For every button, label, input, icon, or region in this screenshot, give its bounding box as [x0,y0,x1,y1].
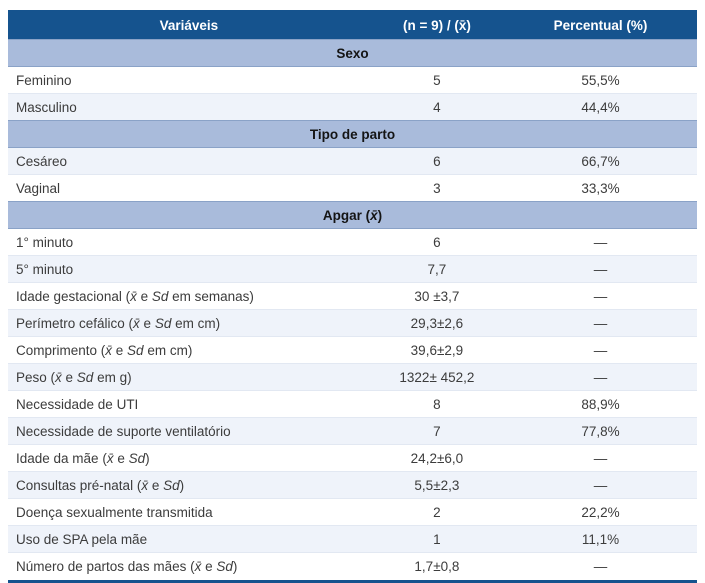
row-value: 39,6±2,9 [369,336,505,364]
row-value: 7 [369,417,505,445]
row-label: Uso de SPA pela mãe [8,525,370,553]
row-percent: — [504,552,697,579]
table-row: Necessidade de UTI 8 88,9% [8,390,697,418]
row-percent: 33,3% [504,174,697,202]
row-value: 29,3±2,6 [369,309,505,337]
row-value: 8 [369,390,505,418]
row-label: 5° minuto [8,255,370,283]
row-label: Feminino [8,66,370,94]
row-label: Peso (x̄ e Sd em g) [8,363,370,391]
table-row: Vaginal 3 33,3% [8,174,697,202]
row-percent: 11,1% [504,525,697,553]
table-row: Número de partos das mães (x̄ e Sd) 1,7±0… [8,552,697,579]
row-value: 24,2±6,0 [369,444,505,472]
section-row: Tipo de parto [8,120,697,148]
results-table: Variáveis (n = 9) / (x̄) Percentual (%) … [8,10,697,579]
row-label: Masculino [8,93,370,121]
row-label: 1° minuto [8,228,370,256]
row-value: 6 [369,228,505,256]
row-percent: 55,5% [504,66,697,94]
table-row: Perímetro cefálico (x̄ e Sd em cm) 29,3±2… [8,309,697,337]
row-percent: — [504,444,697,472]
row-value: 2 [369,498,505,526]
table-row: Doença sexualmente transmitida 2 22,2% [8,498,697,526]
row-percent: 66,7% [504,147,697,175]
table-row: Uso de SPA pela mãe 1 11,1% [8,525,697,553]
table-row: Comprimento (x̄ e Sd em cm) 39,6±2,9— [8,336,697,364]
row-value: 4 [369,93,505,121]
row-percent: 44,4% [504,93,697,121]
row-value: 3 [369,174,505,202]
row-percent: — [504,282,697,310]
row-label: Necessidade de UTI [8,390,370,418]
table-row: Peso (x̄ e Sd em g) 1322± 452,2— [8,363,697,391]
section-row: Sexo [8,39,697,67]
column-header-percentual: Percentual (%) [504,10,697,40]
row-percent: — [504,255,697,283]
row-label: Número de partos das mães (x̄ e Sd) [8,552,370,579]
row-label: Perímetro cefálico (x̄ e Sd em cm) [8,309,370,337]
row-percent: — [504,336,697,364]
column-header-variaveis: Variáveis [8,10,370,40]
table-row: Feminino 5 55,5% [8,66,697,94]
row-percent: — [504,471,697,499]
section-title: Sexo [8,39,697,67]
row-label: Cesáreo [8,147,370,175]
row-label: Idade da mãe (x̄ e Sd) [8,444,370,472]
row-label: Necessidade de suporte ventilatório [8,417,370,445]
results-table-container: Variáveis (n = 9) / (x̄) Percentual (%) … [8,10,697,583]
row-value: 30 ±3,7 [369,282,505,310]
row-percent: — [504,363,697,391]
row-percent: — [504,228,697,256]
row-value: 5 [369,66,505,94]
row-value: 7,7 [369,255,505,283]
row-percent: 88,9% [504,390,697,418]
row-label: Idade gestacional (x̄ e Sd em semanas) [8,282,370,310]
row-value: 1,7±0,8 [369,552,505,579]
table-row: Masculino 4 44,4% [8,93,697,121]
row-percent: 77,8% [504,417,697,445]
row-label: Consultas pré-natal (x̄ e Sd) [8,471,370,499]
table-header-row: Variáveis (n = 9) / (x̄) Percentual (%) [8,10,697,40]
row-label: Doença sexualmente transmitida [8,498,370,526]
section-title: Tipo de parto [8,120,697,148]
row-label: Vaginal [8,174,370,202]
section-title: Apgar (x̄) [8,201,697,229]
row-value: 6 [369,147,505,175]
table-body: Sexo Feminino 5 55,5% Masculino 4 44,4% Tipo de… [8,39,697,579]
row-value: 5,5±2,3 [369,471,505,499]
row-percent: 22,2% [504,498,697,526]
column-header-n: (n = 9) / (x̄) [369,10,505,40]
table-row: Idade da mãe (x̄ e Sd) 24,2±6,0— [8,444,697,472]
table-row: Consultas pré-natal (x̄ e Sd) 5,5±2,3— [8,471,697,499]
row-value: 1 [369,525,505,553]
row-label: Comprimento (x̄ e Sd em cm) [8,336,370,364]
table-row: 5° minuto 7,7— [8,255,697,283]
table-row: Idade gestacional (x̄ e Sd em semanas) 30… [8,282,697,310]
row-percent: — [504,309,697,337]
table-row: Necessidade de suporte ventilatório 7 77,8… [8,417,697,445]
section-row: Apgar (x̄) [8,201,697,229]
table-row: 1° minuto 6— [8,228,697,256]
row-value: 1322± 452,2 [369,363,505,391]
table-row: Cesáreo 6 66,7% [8,147,697,175]
